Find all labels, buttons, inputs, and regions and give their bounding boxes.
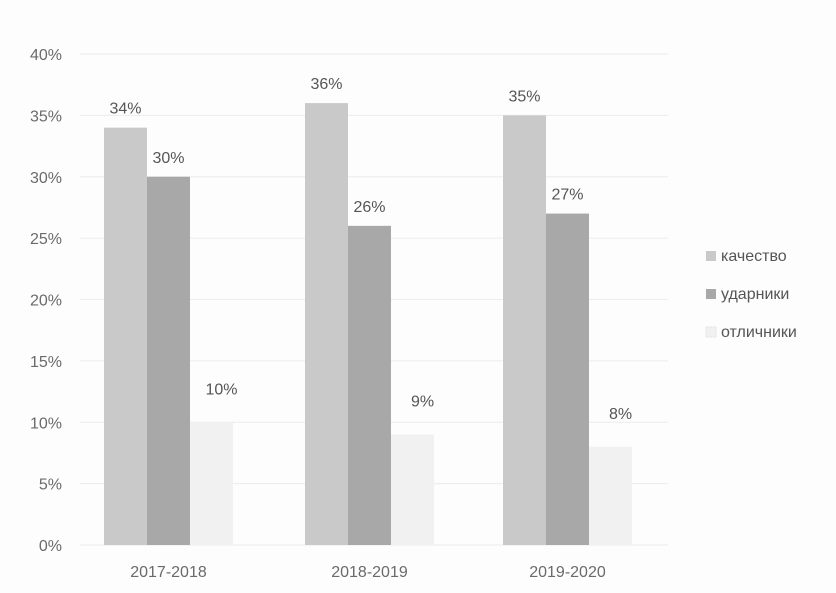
y-tick-label: 35% (30, 108, 62, 125)
data-labels: 34% 30% 10% 36% 26% 9% 35% 27% 8% (109, 76, 632, 423)
data-label: 35% (508, 88, 540, 105)
bar-качество-2017-2018 (104, 127, 147, 546)
bar-качество-2019-2020 (503, 115, 546, 545)
y-tick-label: 40% (30, 47, 62, 64)
x-category-label: 2018-2019 (331, 564, 408, 581)
bar-ударники-2018-2019 (348, 225, 391, 545)
y-tick-label: 20% (30, 293, 62, 310)
legend-swatch-качество (706, 251, 716, 261)
legend-swatch-ударники (706, 289, 716, 299)
legend-label: отличники (721, 324, 797, 341)
bar-ударники-2019-2020 (546, 213, 589, 545)
y-axis-ticks: 0% 5% 10% 15% 20% 25% 30% 35% 40% (30, 47, 62, 555)
bar-отличники-2018-2019 (391, 434, 434, 545)
bar-качество-2018-2019 (305, 103, 348, 545)
y-tick-label: 5% (39, 477, 62, 494)
x-category-label: 2017-2018 (130, 564, 207, 581)
bars (104, 103, 632, 546)
bar-ударники-2017-2018 (147, 176, 190, 545)
data-label: 9% (411, 394, 434, 411)
legend-swatch-отличники (705, 326, 717, 338)
data-label: 26% (353, 199, 385, 216)
data-label: 8% (609, 406, 632, 423)
legend-label: ударники (721, 286, 789, 303)
y-tick-label: 15% (30, 354, 62, 371)
x-category-label: 2019-2020 (529, 564, 606, 581)
data-label: 10% (205, 381, 237, 398)
data-label: 30% (152, 150, 184, 167)
y-tick-label: 30% (30, 170, 62, 187)
data-label: 27% (551, 187, 583, 204)
y-tick-label: 0% (39, 538, 62, 555)
data-label: 34% (109, 101, 141, 118)
legend-label: качество (721, 248, 787, 265)
bar-отличники-2019-2020 (589, 446, 632, 545)
bar-отличники-2017-2018 (190, 422, 233, 545)
legend: качество ударники отличники (705, 248, 797, 341)
y-tick-label: 25% (30, 231, 62, 248)
y-tick-label: 10% (30, 415, 62, 432)
x-axis-categories: 2017-2018 2018-2019 2019-2020 (130, 564, 606, 581)
data-label: 36% (310, 76, 342, 93)
